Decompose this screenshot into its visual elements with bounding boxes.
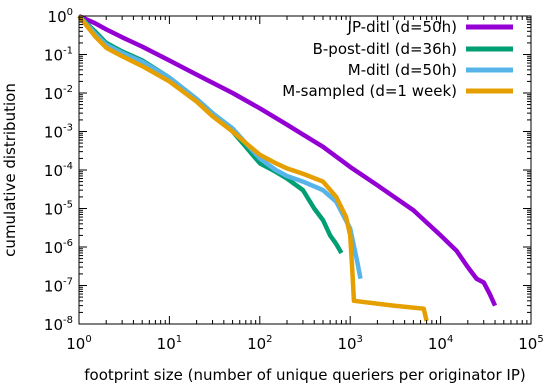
y-tick-label-2: 10-2 bbox=[44, 84, 73, 103]
legend-label-0: JP-ditl (d=50h) bbox=[347, 18, 457, 36]
legend-label-1: B-post-ditl (d=36h) bbox=[313, 40, 457, 58]
y-tick-label-3: 10-3 bbox=[44, 123, 73, 142]
x-tick-label-1: 101 bbox=[157, 334, 182, 353]
legend-label-2: M-ditl (d=50h) bbox=[348, 61, 457, 79]
x-tick-label-5: 105 bbox=[518, 334, 543, 353]
x-axis-label: footprint size (number of unique querier… bbox=[84, 366, 525, 384]
y-tick-label-4: 10-4 bbox=[44, 161, 73, 180]
y-tick-label-5: 10-5 bbox=[44, 200, 73, 219]
y-tick-label-1: 10-1 bbox=[44, 46, 73, 65]
series-line-0 bbox=[78, 13, 498, 307]
x-tick-label-4: 104 bbox=[428, 334, 453, 353]
y-axis-label: cumulative distribution bbox=[1, 83, 19, 257]
y-tick-label-6: 10-6 bbox=[44, 238, 73, 257]
series-line-3 bbox=[77, 14, 429, 322]
y-tick-label-7: 10-7 bbox=[44, 277, 73, 296]
x-tick-label-3: 103 bbox=[337, 334, 362, 353]
y-tick-label-0: 100 bbox=[48, 7, 73, 26]
x-tick-label-0: 100 bbox=[66, 334, 91, 353]
y-tick-label-8: 10-8 bbox=[44, 315, 73, 334]
legend: JP-ditl (d=50h) B-post-ditl (d=36h) M-ditl… bbox=[282, 18, 513, 100]
x-tick-label-2: 102 bbox=[247, 334, 272, 353]
series-layer bbox=[77, 13, 498, 322]
ticks-layer: 100 101 102 103 104 105 100 10-1 10-2 10-3 10-4 10-… bbox=[44, 7, 544, 353]
legend-label-3: M-sampled (d=1 week) bbox=[282, 82, 457, 100]
